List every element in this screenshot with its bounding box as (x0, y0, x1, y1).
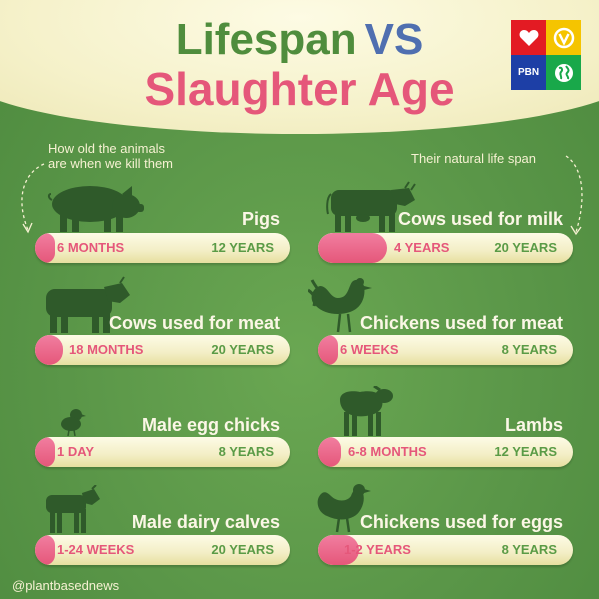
slaughter-age-dairy-calves: 1-24 WEEKS (57, 542, 135, 557)
slaughter-age-cows-meat: 18 MONTHS (69, 342, 144, 357)
lifespan-bar-cows-meat: 18 MONTHS 20 YEARS (35, 335, 290, 365)
slaughter-age-cows-milk: 4 YEARS (394, 240, 450, 255)
vegan-v-icon (546, 20, 581, 55)
lifespan-cows-meat: 20 YEARS (211, 342, 274, 357)
lifespan-dairy-calves: 20 YEARS (211, 542, 274, 557)
pbn-icon: PBN (511, 55, 546, 90)
hen-icon (317, 484, 371, 533)
animal-label-pigs: Pigs (241, 209, 280, 229)
slaughter-fill-cows-meat (35, 335, 63, 365)
left-note: How old the animals are when we kill the… (48, 141, 173, 171)
slaughter-fill-male-chicks (35, 437, 55, 467)
lifespan-cows-milk: 20 YEARS (494, 240, 557, 255)
animal-label-chickens-eggs: Chickens used for eggs (359, 512, 563, 532)
slaughter-fill-cows-milk (318, 233, 387, 263)
title-slaughter-age: Slaughter Age (144, 63, 455, 115)
animal-label-chickens-meat: Chickens used for meat (359, 313, 563, 333)
slaughter-age-chickens-eggs: 1-2 YEARS (344, 542, 411, 557)
pig-icon (47, 186, 144, 232)
lifespan-male-chicks: 8 YEARS (218, 444, 274, 459)
animal-label-lambs: Lambs (504, 415, 563, 435)
globe-icon (546, 55, 581, 90)
lifespan-bar-male-chicks: 1 DAY 8 YEARS (35, 437, 290, 467)
title-line-1: Lifespan VS (0, 14, 599, 66)
pbn-logo: PBN (511, 20, 581, 90)
lifespan-bar-chickens-meat: 6 WEEKS 8 YEARS (318, 335, 573, 365)
animal-label-dairy-calves: Male dairy calves (131, 512, 280, 532)
right-arrow-icon (565, 155, 583, 236)
lifespan-lambs: 12 YEARS (494, 444, 557, 459)
right-note: Their natural life span (411, 151, 537, 166)
lifespan-bar-chickens-eggs: 1-2 YEARS 8 YEARS (318, 535, 573, 565)
lifespan-chickens-meat: 8 YEARS (501, 342, 557, 357)
footer-handle[interactable]: @plantbasednews (12, 578, 120, 593)
lifespan-bar-cows-milk: 4 YEARS 20 YEARS (318, 233, 573, 263)
lifespan-bar-lambs: 6-8 MONTHS 12 YEARS (318, 437, 573, 467)
slaughter-age-pigs: 6 MONTHS (57, 240, 125, 255)
animal-label-cows-milk: Cows used for milk (397, 209, 563, 229)
lifespan-bar-pigs: 6 MONTHS 12 YEARS (35, 233, 290, 263)
slaughter-age-chickens-meat: 6 WEEKS (340, 342, 399, 357)
slaughter-fill-lambs (318, 437, 341, 467)
slaughter-age-male-chicks: 1 DAY (57, 444, 95, 459)
lifespan-pigs: 12 YEARS (211, 240, 274, 255)
left-note-line-2: are when we kill them (48, 156, 173, 171)
animal-label-cows-meat: Cows used for meat (108, 313, 280, 333)
lifespan-bar-dairy-calves: 1-24 WEEKS 20 YEARS (35, 535, 290, 565)
title-lifespan: Lifespan (175, 15, 357, 64)
lifespan-chickens-eggs: 8 YEARS (501, 542, 557, 557)
calf-icon (46, 485, 100, 533)
left-arrow-icon (21, 163, 45, 234)
animal-label-male-chicks: Male egg chicks (141, 415, 280, 435)
dairy-cow-icon (326, 181, 416, 232)
rooster-icon (308, 278, 372, 333)
chick-icon (61, 409, 86, 436)
slaughter-fill-chickens-meat (318, 335, 338, 365)
slaughter-fill-dairy-calves (35, 535, 55, 565)
beef-cow-icon (46, 276, 130, 333)
left-note-line-1: How old the animals (48, 141, 166, 156)
slaughter-fill-chickens-eggs (318, 535, 359, 565)
lamb-icon (340, 386, 393, 436)
header-banner (0, 0, 599, 134)
title-vs: VS (364, 15, 424, 64)
slaughter-fill-pigs (35, 233, 55, 263)
slaughter-age-lambs: 6-8 MONTHS (348, 444, 427, 459)
heart-icon (511, 20, 546, 55)
